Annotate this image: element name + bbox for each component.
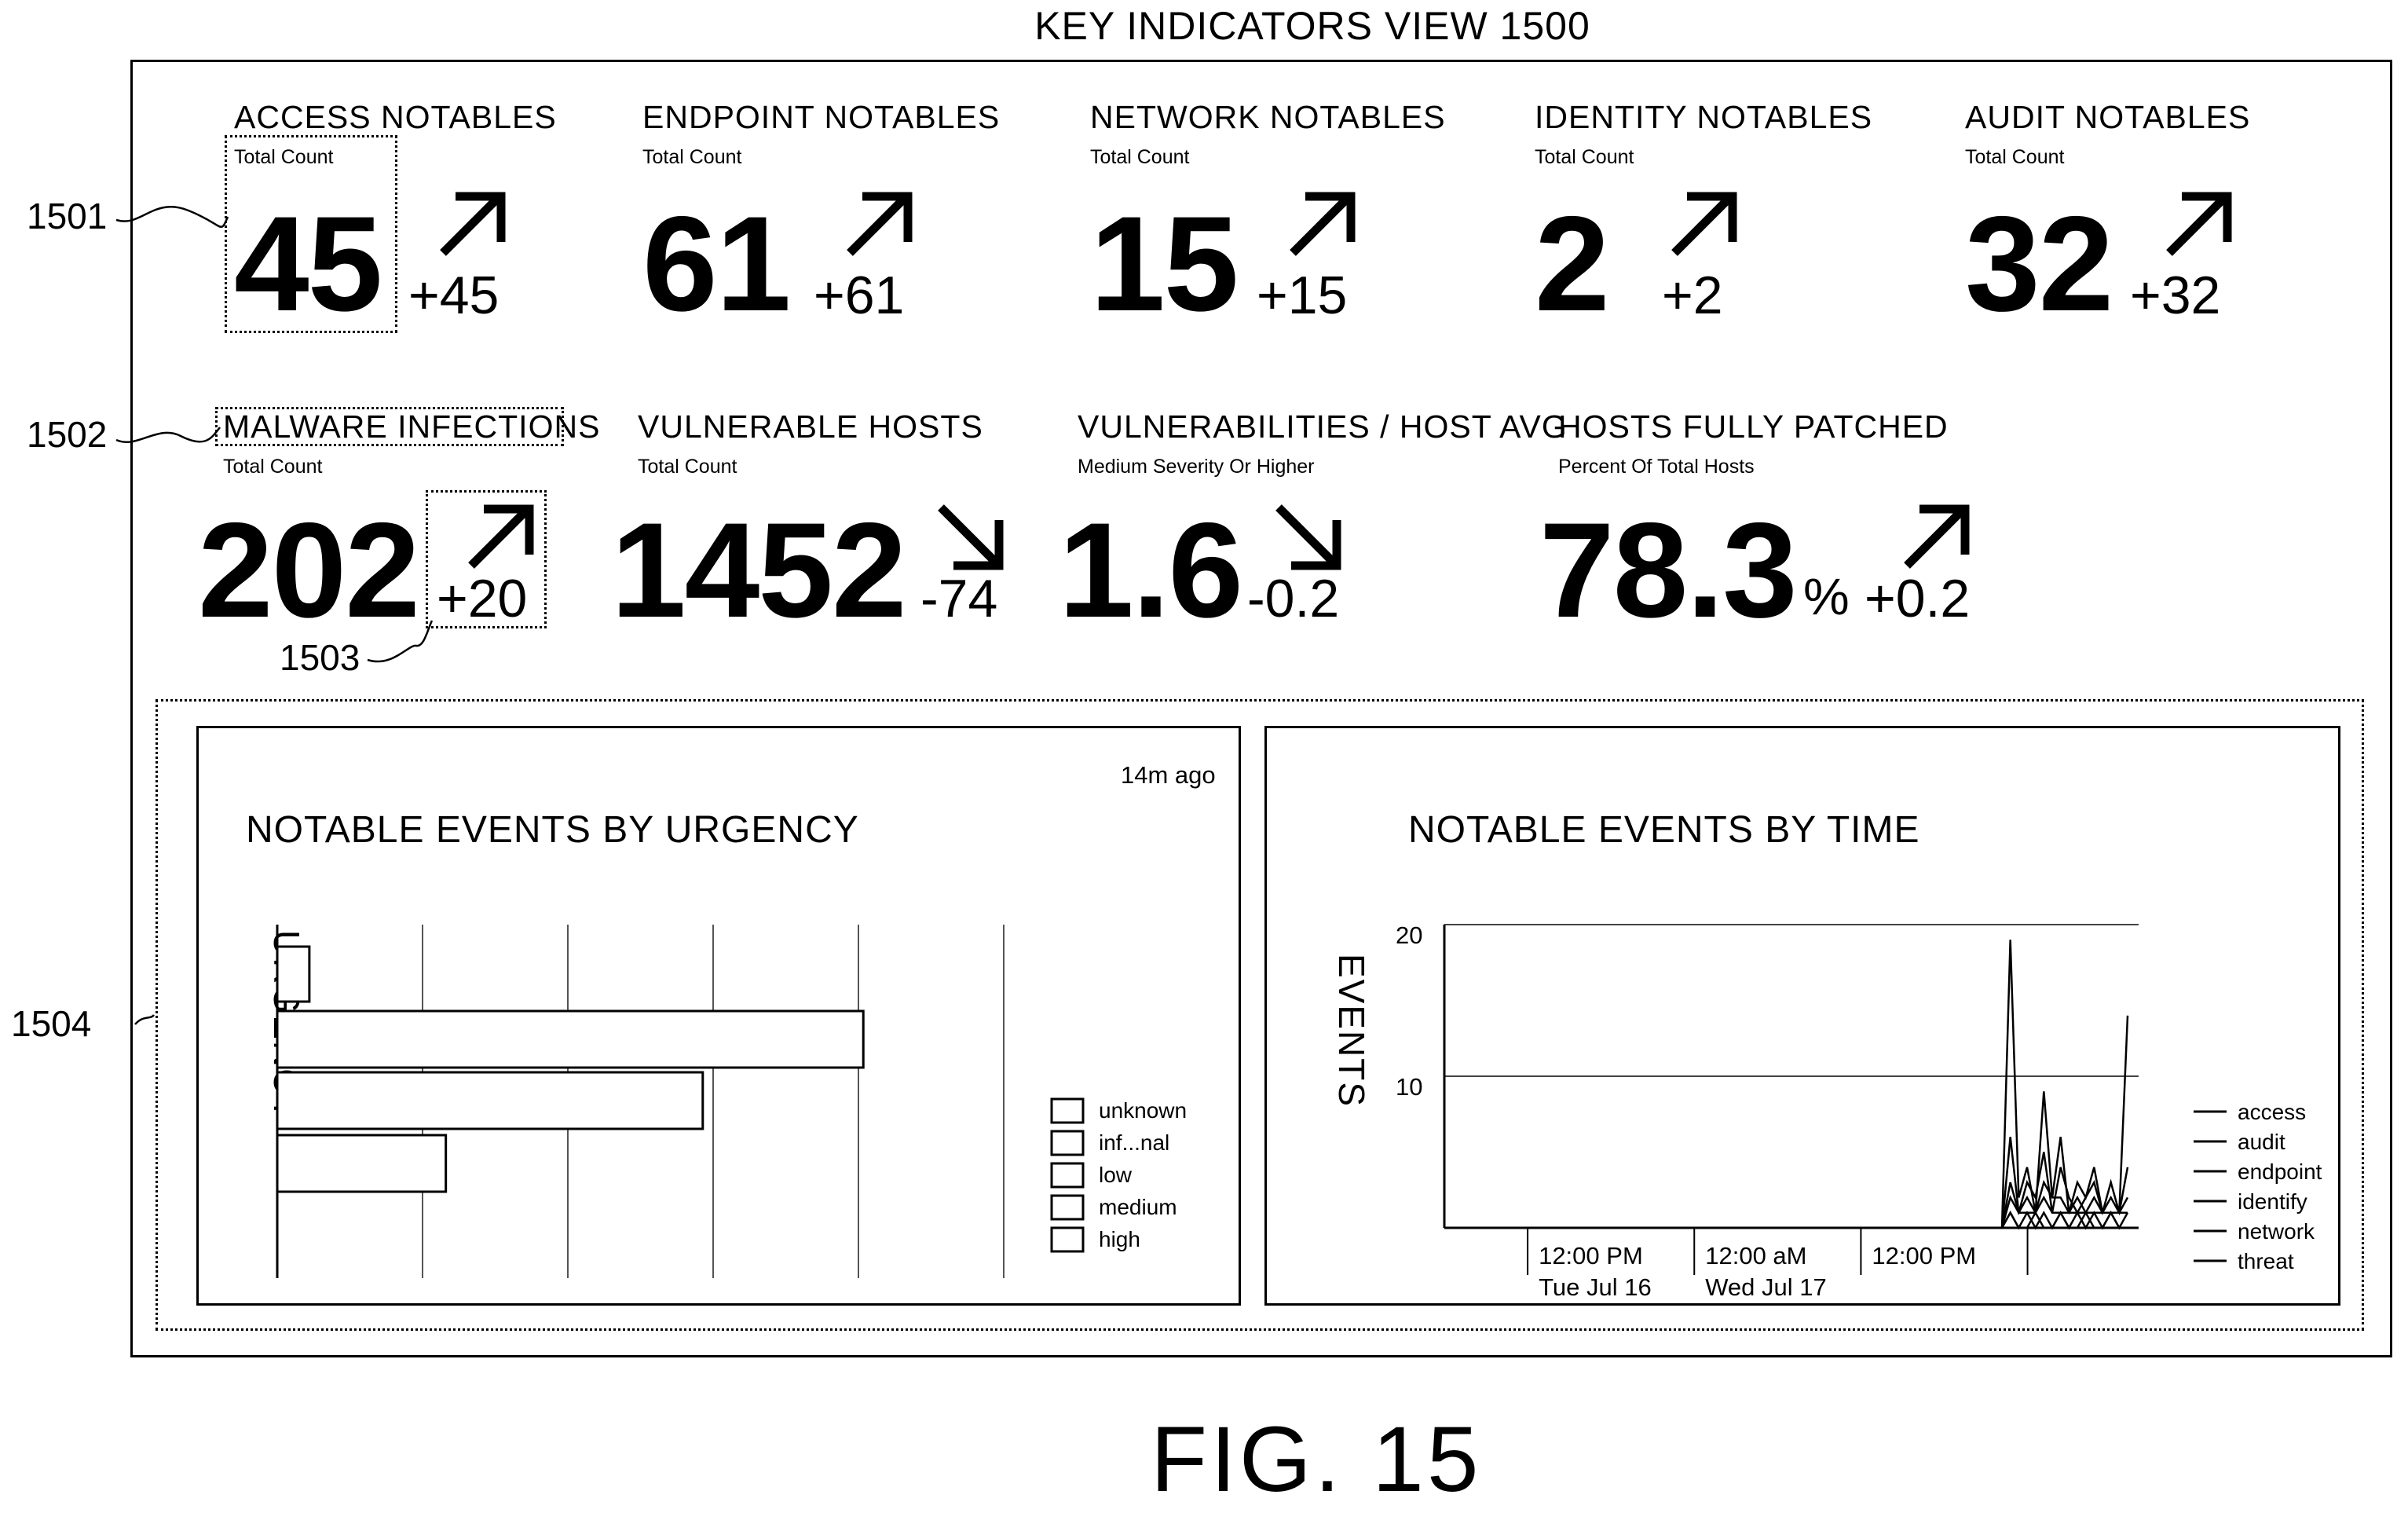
kpi-value: 1452 <box>611 503 906 638</box>
trend-arrow-up-icon <box>842 187 917 262</box>
x-tick-label: 12:00 PM <box>1539 1242 1643 1269</box>
kpi-value: 1.6 <box>1059 503 1242 638</box>
trend-arrow-up-icon <box>1667 187 1742 262</box>
trend-arrow-down-icon <box>1271 500 1346 575</box>
kpi-delta: -0.2 <box>1247 572 1339 625</box>
legend-label: network <box>2238 1219 2315 1244</box>
kpi-delta: +61 <box>814 269 904 322</box>
trend-arrow-up-icon <box>435 187 511 262</box>
kpi-subtitle: Percent Of Total Hosts <box>1558 456 1755 478</box>
kpi-subtitle: Total Count <box>223 456 322 478</box>
kpi-title: ACCESS NOTABLES <box>234 99 557 136</box>
urgency-bar-medium <box>277 1135 446 1192</box>
kpi-delta: +0.2 <box>1865 572 1970 625</box>
kpi-title: VULNERABLE HOSTS <box>638 408 983 445</box>
x-tick-label: 12:00 aM <box>1705 1242 1806 1269</box>
trend-arrow-up-icon <box>1899 500 1974 575</box>
time-panel: NOTABLE EVENTS BY TIME EVENTS 102012:00 … <box>1264 726 2340 1306</box>
figure-label: FIG. 15 <box>1151 1406 1481 1513</box>
kpi-delta: +2 <box>1662 269 1723 322</box>
legend-label: access <box>2238 1100 2306 1124</box>
kpi-title: IDENTITY NOTABLES <box>1535 99 1872 136</box>
kpi-subtitle: Medium Severity Or Higher <box>1078 456 1314 478</box>
urgency-bar-low <box>277 1072 703 1129</box>
kpi-value: 15 <box>1090 196 1237 332</box>
highlight-box-1501 <box>225 135 397 333</box>
kpi-title: HOSTS FULLY PATCHED <box>1558 408 1949 445</box>
kpi-unit: % <box>1803 570 1850 622</box>
legend-label: endpoint <box>2238 1159 2322 1184</box>
kpi-title: VULNERABILITIES / HOST AVG <box>1078 408 1568 445</box>
kpi-subtitle: Total Count <box>642 146 741 169</box>
legend-swatch <box>1052 1228 1083 1251</box>
kpi-title: AUDIT NOTABLES <box>1965 99 2250 136</box>
highlight-box-1503 <box>426 490 547 628</box>
x-tick-label: Wed Jul 17 <box>1705 1273 1827 1301</box>
kpi-value: 202 <box>198 503 419 638</box>
kpi-delta: -74 <box>920 572 997 625</box>
highlight-box-1502 <box>215 407 564 446</box>
trend-arrow-up-icon <box>1285 187 1360 262</box>
legend-label: threat <box>2238 1249 2294 1273</box>
kpi-title: NETWORK NOTABLES <box>1090 99 1446 136</box>
legend-swatch <box>1052 1099 1083 1123</box>
kpi-value: 2 <box>1535 196 1608 332</box>
leader-line-1502 <box>116 427 220 442</box>
kpi-delta: +15 <box>1257 269 1347 322</box>
kpi-subtitle: Total Count <box>638 456 737 478</box>
y-tick-label: 20 <box>1396 921 1422 949</box>
legend-swatch <box>1052 1131 1083 1155</box>
legend-label: high <box>1099 1227 1140 1251</box>
x-tick-label: 12:00 PM <box>1872 1242 1976 1269</box>
kpi-subtitle: Total Count <box>1535 146 1634 169</box>
y-tick-label: 10 <box>1396 1073 1422 1101</box>
urgency-bar-unknown <box>277 947 309 1002</box>
kpi-delta: +45 <box>408 269 499 322</box>
kpi-delta: +32 <box>2130 269 2220 322</box>
trend-arrow-down-icon <box>933 500 1008 575</box>
trend-arrow-up-icon <box>2161 187 2237 262</box>
legend-swatch <box>1052 1163 1083 1187</box>
leader-line-1501 <box>116 207 228 226</box>
legend-label: inf...nal <box>1099 1130 1169 1155</box>
legend-swatch <box>1052 1196 1083 1219</box>
leader-line-1504 <box>135 1015 154 1024</box>
kpi-subtitle: Total Count <box>1965 146 2064 169</box>
kpi-value: 78.3 <box>1539 503 1796 638</box>
legend-label: medium <box>1099 1195 1177 1219</box>
urgency-bar-chart: unknown inf...nal low medium high <box>199 728 1243 1308</box>
x-tick-label: Tue Jul 16 <box>1539 1273 1652 1301</box>
kpi-title: ENDPOINT NOTABLES <box>642 99 1000 136</box>
legend-label: identify <box>2238 1189 2307 1214</box>
legend-label: audit <box>2238 1130 2285 1154</box>
series-line-audit <box>2002 1137 2128 1228</box>
urgency-panel: NOTABLE EVENTS BY URGENCY 14m ago URGENC… <box>196 726 1241 1306</box>
time-line-chart: 10 20 12:00 PM Tue Jul 16 12:00 aM Wed Jul 17… <box>1267 728 2343 1308</box>
urgency-bar-informational <box>277 1011 863 1068</box>
kpi-value: 32 <box>1965 196 2112 332</box>
kpi-value: 61 <box>642 196 789 332</box>
legend-label: low <box>1099 1163 1133 1187</box>
legend-label: unknown <box>1099 1098 1187 1123</box>
kpi-subtitle: Total Count <box>1090 146 1189 169</box>
